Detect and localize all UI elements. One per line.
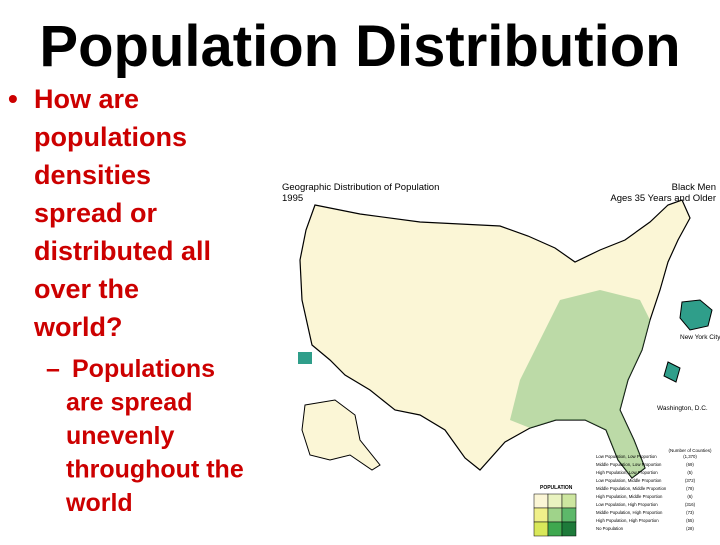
bullet-marker: • <box>8 83 18 114</box>
legend-count: (372) <box>685 478 696 483</box>
legend-count: (28) <box>686 526 694 531</box>
legend-count: (55) <box>686 518 694 523</box>
sub-bullet-line: world <box>65 489 133 517</box>
sub-bullet-line: are spread <box>66 389 192 417</box>
legend-count: (73) <box>686 510 694 515</box>
inset-label: New York City <box>680 334 720 341</box>
bullet-line: distributed all <box>34 236 211 266</box>
legend-cell <box>561 507 577 523</box>
dc-inset <box>663 361 681 383</box>
bullet-line: spread or <box>34 198 158 228</box>
sub-bullet-line: unevenly <box>66 422 174 450</box>
legend-item: High Population, Middle Proportion <box>596 494 663 499</box>
alaska <box>301 399 381 471</box>
legend-item: Middle Population, Low Proportion <box>596 462 662 467</box>
legend-cell <box>561 521 577 537</box>
legend-count: (5) <box>687 470 693 475</box>
legend-count-heading: (Number of Counties) <box>668 448 712 453</box>
la-area <box>298 352 312 364</box>
legend-count: (316) <box>685 502 696 507</box>
bullet-line: over the <box>34 274 139 304</box>
nyc-inset <box>679 299 713 331</box>
legend-count: (1,370) <box>683 454 697 459</box>
legend-item: Middle Population, High Proportion <box>596 510 663 515</box>
legend-item: Low Population, Low Proportion <box>596 454 657 459</box>
text-layer: • How are populations densities spread or dis… <box>8 83 720 531</box>
sub-bullet-line: throughout the <box>66 456 244 484</box>
map-title: Geographic Distribution of Population <box>282 182 439 193</box>
bullet-line: How are <box>34 84 139 114</box>
legend-cell <box>547 493 563 509</box>
map-subject: Black Men <box>672 182 716 193</box>
legend-count: (69) <box>686 462 694 467</box>
legend-cell <box>547 521 563 537</box>
legend-item: High Population, High Proportion <box>596 518 659 523</box>
legend-count: (78) <box>686 486 694 491</box>
inset-label: Washington, D.C. <box>657 405 708 412</box>
legend-cell <box>547 507 563 523</box>
map <box>298 199 713 537</box>
legend-item: High Population, Low Proportion <box>596 470 658 475</box>
legend-item: Middle Population, Middle Proportion <box>596 486 667 491</box>
bullet-line: world? <box>33 312 123 342</box>
legend-cell <box>533 507 549 523</box>
legend-count: (6) <box>687 494 693 499</box>
sub-bullet-line: Populations <box>72 355 215 383</box>
bullet-line: populations <box>34 122 187 152</box>
legend-cell <box>533 493 549 509</box>
legend-item: Low Population, Middle Proportion <box>596 478 662 483</box>
bullet-line: densities <box>34 160 151 190</box>
legend-item: No Population <box>596 526 624 531</box>
legend-cell <box>561 493 577 509</box>
us-map <box>299 199 691 479</box>
legend-cell <box>533 521 549 537</box>
legend-heading: POPULATION <box>540 485 573 491</box>
legend-item: Low Population, High Proportion <box>596 502 658 507</box>
sub-bullet-marker: – <box>46 355 60 383</box>
map-subject: Ages 35 Years and Older <box>610 193 716 204</box>
slide-title: Population Distribution <box>39 14 680 79</box>
map-title: 1995 <box>282 193 303 204</box>
map-shading <box>510 290 650 478</box>
